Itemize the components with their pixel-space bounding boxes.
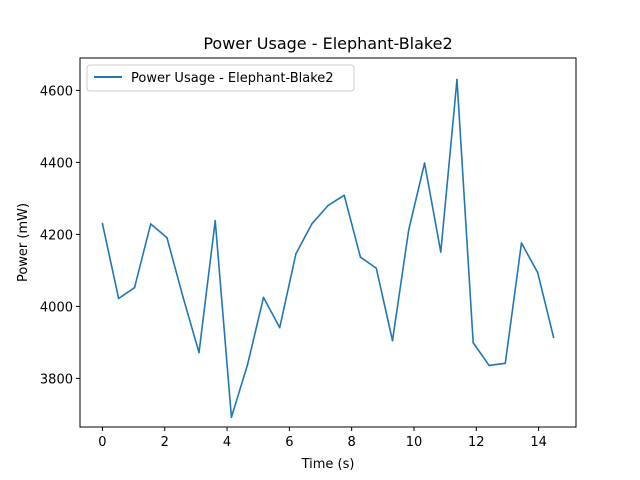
data-point [198, 351, 200, 354]
x-tick-label: 10 [406, 435, 423, 450]
x-axis: 0 2 4 6 8 10 12 14 [98, 427, 547, 450]
data-point [327, 204, 329, 207]
y-tick-label: 4600 [40, 84, 73, 99]
data-point [520, 242, 523, 244]
data-point [101, 222, 104, 225]
data-point [504, 362, 507, 365]
data-point [230, 416, 233, 419]
data-point [456, 78, 458, 81]
plot-area-frame [79, 57, 577, 428]
data-point [214, 219, 217, 222]
data-point [407, 229, 410, 231]
data-point [278, 326, 281, 329]
data-point [133, 286, 136, 289]
data-point [472, 341, 474, 344]
data-point [262, 296, 265, 299]
data-point [423, 162, 426, 164]
data-point [375, 267, 378, 270]
y-tick-label: 4000 [40, 300, 73, 315]
x-tick-label: 12 [468, 435, 485, 450]
series-layer [101, 78, 555, 419]
x-axis-label: Time (s) [301, 457, 355, 472]
data-point [182, 296, 184, 299]
data-point [246, 363, 249, 366]
data-point [391, 339, 394, 342]
data-point [166, 236, 168, 239]
x-tick-label: 2 [161, 435, 169, 450]
x-tick-label: 8 [348, 435, 356, 450]
legend-label: Power Usage - Elephant-Blake2 [131, 71, 334, 86]
data-point [295, 253, 297, 255]
data-point [117, 297, 120, 300]
data-point [149, 223, 152, 225]
x-tick-label: 14 [530, 435, 547, 450]
data-point [552, 336, 555, 339]
y-tick-label: 4400 [40, 156, 73, 171]
data-point [488, 364, 490, 367]
x-tick-label: 4 [223, 435, 231, 450]
data-point [343, 194, 346, 196]
data-point [310, 223, 313, 225]
x-tick-label: 0 [98, 435, 106, 450]
y-tick-label: 4200 [40, 228, 73, 243]
legend-box [86, 64, 355, 92]
data-point [359, 256, 362, 258]
legend: Power Usage - Elephant-Blake2 [86, 64, 355, 92]
y-tick-label: 3800 [40, 372, 73, 387]
data-point [439, 251, 442, 253]
y-axis-label: Power (mW) [16, 203, 31, 282]
y-axis: 3800 4000 4200 4400 4600 [40, 84, 80, 387]
data-point [536, 271, 539, 274]
chart-title: Power Usage - Elephant-Blake2 [203, 34, 452, 53]
x-tick-label: 6 [285, 435, 293, 450]
